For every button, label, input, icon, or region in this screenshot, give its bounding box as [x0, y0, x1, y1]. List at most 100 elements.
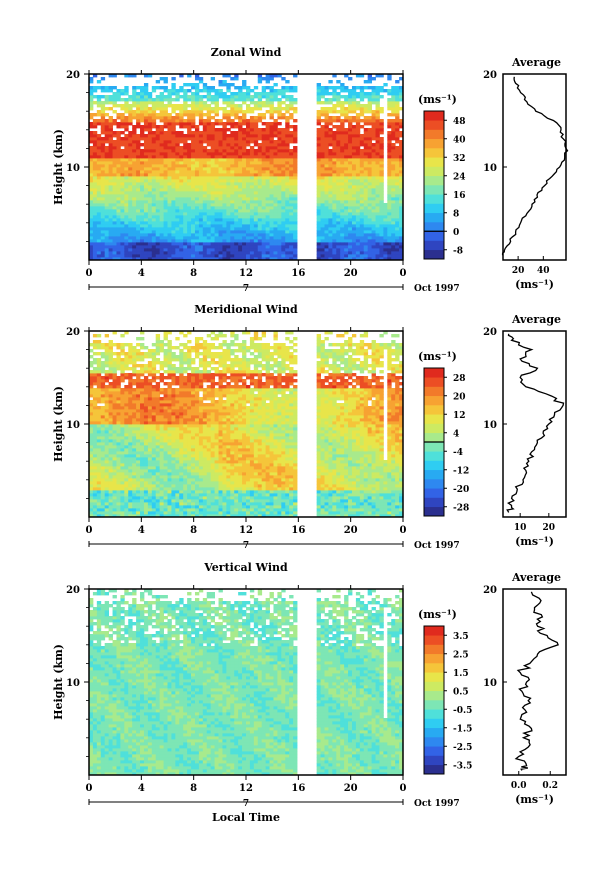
heatmap-cell: [89, 101, 94, 105]
heatmap-cell: [143, 496, 149, 500]
heatmap-cell: [179, 146, 184, 150]
heatmap-cell: [143, 203, 149, 207]
heatmap-cell: [167, 209, 172, 213]
heatmap-cell: [336, 134, 341, 138]
heatmap-cell: [340, 95, 345, 99]
heatmap-cell: [159, 203, 164, 207]
heatmap-cell: [124, 490, 129, 494]
heatmap-cell: [112, 454, 117, 458]
heatmap-cell: [391, 110, 396, 114]
heatmap-cell: [355, 212, 361, 216]
heatmap-cell: [316, 248, 321, 252]
heatmap-cell: [383, 257, 388, 261]
heatmap-cell: [128, 197, 133, 201]
heatmap-cell: [163, 233, 168, 237]
heatmap-cell: [218, 200, 223, 204]
heatmap-cell: [387, 206, 392, 210]
heatmap-cell: [171, 89, 176, 93]
heatmap-cell: [391, 182, 396, 186]
heatmap-cell: [155, 158, 161, 162]
heatmap-cell: [359, 251, 365, 255]
heatmap-cell: [246, 233, 251, 237]
heatmap-cell: [191, 242, 196, 246]
heatmap-cell: [281, 200, 286, 204]
heatmap-cell: [147, 74, 153, 78]
heatmap-cell: [242, 251, 247, 255]
heatmap-cell: [363, 176, 369, 180]
heatmap-cell: [151, 86, 157, 90]
heatmap-cell: [136, 215, 141, 219]
heatmap-cell: [387, 239, 392, 243]
heatmap-cell: [238, 110, 243, 114]
heatmap-cell: [206, 143, 212, 147]
heatmap-cell: [89, 77, 94, 81]
heatmap-cell: [340, 167, 345, 171]
heatmap-cell: [100, 355, 106, 359]
heatmap-cell: [371, 191, 376, 195]
heatmap-cell: [89, 415, 94, 419]
heatmap-cell: [363, 233, 369, 237]
heatmap-cell: [194, 137, 200, 141]
heatmap-cell: [328, 173, 333, 177]
heatmap-cell: [163, 209, 168, 213]
heatmap-cell: [120, 463, 125, 467]
heatmap-cell: [151, 257, 157, 261]
heatmap-cell: [324, 167, 329, 171]
heatmap-cell: [336, 80, 341, 84]
heatmap-cell: [289, 158, 294, 162]
heatmap-cell: [116, 448, 121, 452]
heatmap-cell: [140, 388, 145, 392]
heatmap-cell: [371, 200, 376, 204]
heatmap-cell: [269, 227, 274, 231]
heatmap-cell: [187, 122, 192, 126]
heatmap-cell: [167, 194, 172, 198]
heatmap-cell: [238, 137, 243, 141]
heatmap-cell: [226, 161, 231, 165]
heatmap-cell: [143, 257, 149, 261]
heatmap-cell: [399, 122, 404, 126]
heatmap-cell: [289, 251, 294, 255]
heatmap-cell: [222, 182, 227, 186]
heatmap-cell: [249, 215, 255, 219]
heatmap-cell: [399, 203, 404, 207]
heatmap-cell: [293, 257, 298, 261]
heatmap-cell: [383, 227, 388, 231]
heatmap-cell: [120, 490, 125, 494]
heatmap-cell: [206, 194, 212, 198]
heatmap-cell: [191, 182, 196, 186]
heatmap-cell: [143, 242, 149, 246]
heatmap-cell: [206, 254, 212, 258]
heatmap-cell: [285, 230, 290, 234]
heatmap-cell: [234, 206, 239, 210]
heatmap-cell: [124, 107, 129, 111]
heatmap-cell: [214, 176, 219, 180]
heatmap-cell: [128, 233, 133, 237]
heatmap-cell: [206, 158, 212, 162]
heatmap-cell: [351, 185, 357, 189]
heatmap-cell: [132, 116, 137, 120]
heatmap-cell: [96, 233, 102, 237]
heatmap-cell: [89, 412, 94, 416]
heatmap-cell: [96, 502, 102, 506]
heatmap-cell: [140, 86, 145, 90]
heatmap-cell: [375, 146, 380, 150]
heatmap-cell: [194, 182, 200, 186]
heatmap-cell: [132, 125, 137, 129]
heatmap-cell: [100, 236, 106, 240]
heatmap-cell: [140, 149, 145, 153]
heatmap-cell: [285, 200, 290, 204]
heatmap-cell: [336, 215, 341, 219]
heatmap-cell: [155, 185, 161, 189]
heatmap-cell: [194, 113, 200, 117]
heatmap-cell: [242, 167, 247, 171]
heatmap-cell: [222, 248, 227, 252]
heatmap-cell: [100, 191, 106, 195]
heatmap-cell: [348, 116, 353, 120]
heatmap-cell: [140, 95, 145, 99]
heatmap-cell: [226, 194, 231, 198]
y-tick-label: 10: [66, 163, 80, 174]
heatmap-cell: [198, 134, 204, 138]
heatmap-cell: [132, 493, 137, 497]
heatmap-cell: [128, 367, 133, 371]
heatmap-cell: [175, 98, 180, 102]
